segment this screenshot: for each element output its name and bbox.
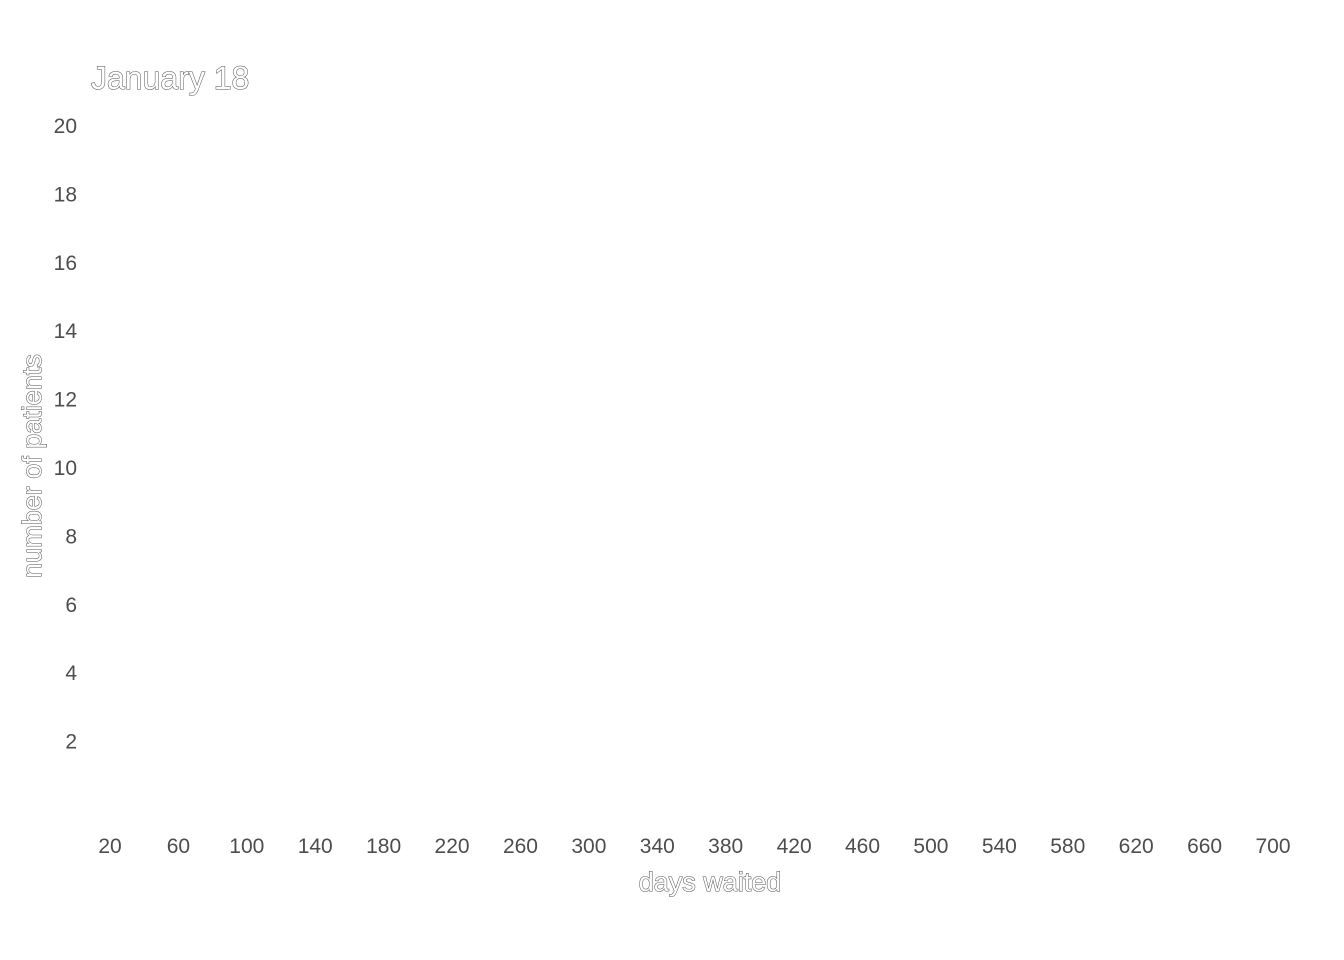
- y-axis-ticks: 2 4 6 8 10 12 14 16 18 20: [54, 115, 78, 754]
- y-axis-title: number of patients: [17, 354, 47, 578]
- y-tick-label: 2: [65, 731, 77, 754]
- x-tick-label: 260: [503, 835, 538, 858]
- x-tick-label: 620: [1119, 835, 1154, 858]
- y-tick-label: 18: [54, 183, 77, 206]
- y-tick-label: 14: [54, 320, 78, 343]
- chart-title: January 18: [91, 60, 249, 96]
- y-tick-label: 8: [65, 525, 77, 548]
- x-tick-label: 580: [1050, 835, 1085, 858]
- x-tick-label: 220: [435, 835, 470, 858]
- x-tick-label: 180: [366, 835, 401, 858]
- x-tick-label: 100: [229, 835, 264, 858]
- x-tick-label: 420: [777, 835, 812, 858]
- y-tick-label: 12: [54, 389, 77, 412]
- y-tick-label: 4: [65, 662, 77, 685]
- x-tick-label: 500: [913, 835, 948, 858]
- x-tick-label: 380: [708, 835, 743, 858]
- y-tick-label: 6: [65, 594, 77, 617]
- x-tick-label: 60: [167, 835, 190, 858]
- x-tick-label: 140: [298, 835, 333, 858]
- x-tick-label: 20: [98, 835, 121, 858]
- y-tick-label: 20: [54, 115, 77, 138]
- y-tick-label: 16: [54, 252, 77, 275]
- x-axis-ticks: 20 60 100 140 180 220 260 300 340 380 420 460 500 540…: [98, 835, 1290, 858]
- x-tick-label: 460: [845, 835, 880, 858]
- x-tick-label: 300: [571, 835, 606, 858]
- x-axis-title: days waited: [639, 867, 782, 897]
- x-tick-label: 540: [982, 835, 1017, 858]
- x-tick-label: 660: [1187, 835, 1222, 858]
- x-tick-label: 700: [1255, 835, 1290, 858]
- x-tick-label: 340: [640, 835, 675, 858]
- y-tick-label: 10: [54, 457, 77, 480]
